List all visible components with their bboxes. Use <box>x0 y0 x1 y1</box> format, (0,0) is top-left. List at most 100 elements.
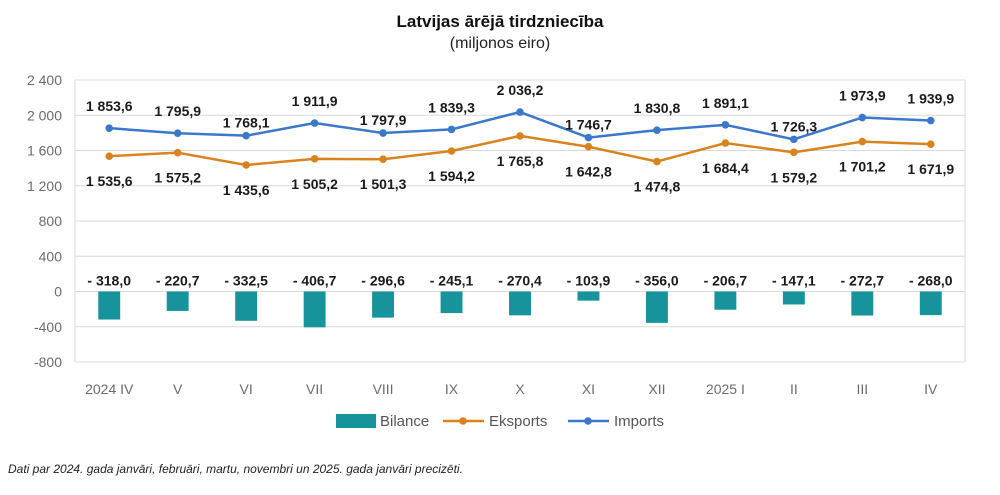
bar-bilance <box>782 291 805 305</box>
bar-bilance <box>440 291 463 314</box>
data-label-eksports: 1 594,2 <box>428 168 475 184</box>
imports-point <box>926 116 935 125</box>
y-tick-label: 0 <box>54 284 62 300</box>
imports-point <box>310 119 319 127</box>
eksports-point <box>721 139 730 147</box>
y-tick-label: 2 400 <box>27 72 62 88</box>
data-label-eksports: 1 765,8 <box>497 153 544 169</box>
x-tick-label: XI <box>582 381 595 397</box>
x-tick-label: IX <box>445 381 459 397</box>
eksports-point <box>310 155 319 163</box>
bar-bilance <box>372 291 395 318</box>
data-label-imports: 1 911,9 <box>292 93 338 109</box>
legend-label-bilance: Bilance <box>380 413 429 430</box>
eksports-point <box>584 142 593 151</box>
imports-point <box>447 125 456 134</box>
data-label-bilance: - 245,1 <box>430 273 474 289</box>
imports-point <box>721 121 730 129</box>
data-label-bilance: - 220,7 <box>156 273 200 289</box>
data-label-eksports: 1 701,2 <box>839 159 886 175</box>
data-label-imports: 1 726,3 <box>770 118 817 134</box>
imports-point <box>790 135 798 144</box>
x-tick-label: 2025 I <box>706 381 745 397</box>
imports-point <box>242 131 250 140</box>
x-tick-label: X <box>515 381 525 397</box>
data-label-imports: 1 830,8 <box>634 100 681 116</box>
x-tick-label: III <box>856 381 868 397</box>
data-label-eksports: 1 505,2 <box>291 176 338 192</box>
bar-bilance <box>851 291 874 316</box>
data-label-eksports: 1 535,6 <box>86 173 133 189</box>
data-label-bilance: - 147,1 <box>772 273 816 289</box>
data-label-bilance: - 318,0 <box>87 273 131 289</box>
data-label-imports: 1 973,9 <box>839 88 886 104</box>
data-label-bilance: - 406,7 <box>293 273 337 289</box>
data-label-bilance: - 332,5 <box>224 273 268 289</box>
data-label-eksports: 1 501,3 <box>360 176 407 192</box>
x-tick-label: 2024 IV <box>85 381 134 397</box>
imports-point <box>105 124 114 132</box>
bar-bilance <box>98 291 121 320</box>
x-tick-label: VI <box>240 381 253 397</box>
data-label-imports: 1 746,7 <box>565 117 612 133</box>
data-label-eksports: 1 671,9 <box>907 161 954 177</box>
x-tick-label: II <box>790 381 798 397</box>
imports-point <box>584 133 593 142</box>
data-label-eksports: 1 575,2 <box>154 170 201 186</box>
x-tick-label: XII <box>648 381 665 397</box>
data-label-bilance: - 356,0 <box>635 273 679 289</box>
data-label-bilance: - 296,6 <box>361 273 405 289</box>
bar-bilance <box>645 291 668 323</box>
bar-bilance <box>166 291 189 311</box>
data-label-imports: 1 839,3 <box>428 99 475 115</box>
legend-marker-imports <box>584 417 592 425</box>
eksports-point <box>653 157 661 166</box>
eksports-point <box>790 148 798 157</box>
x-tick-label: VII <box>306 381 323 397</box>
data-label-bilance: - 268,0 <box>909 273 953 289</box>
data-label-eksports: 1 579,2 <box>770 169 817 185</box>
eksports-point <box>858 137 867 146</box>
data-label-bilance: - 270,4 <box>498 273 542 289</box>
eksports-point <box>379 155 387 163</box>
bar-bilance <box>919 291 942 316</box>
chart-subtitle: (miljonos eiro) <box>449 35 551 52</box>
legend-swatch-bilance <box>336 414 376 428</box>
bar-bilance <box>509 291 531 316</box>
eksports-point <box>242 161 250 169</box>
data-label-eksports: 1 435,6 <box>223 182 270 198</box>
data-label-eksports: 1 474,8 <box>634 179 681 195</box>
x-tick-label: VIII <box>373 381 394 397</box>
imports-point <box>516 108 524 116</box>
y-tick-label: 2 000 <box>27 107 62 123</box>
imports-point <box>379 129 387 137</box>
y-tick-label: -400 <box>34 319 62 335</box>
legend-marker-eksports <box>459 417 467 425</box>
y-tick-label: 1 200 <box>27 178 62 194</box>
bar-bilance <box>714 291 737 310</box>
eksports-point <box>173 148 182 157</box>
chart-title: Latvijas ārējā tirdzniecība <box>396 12 604 31</box>
data-label-imports: 1 939,9 <box>907 91 954 107</box>
data-label-imports: 1 795,9 <box>154 103 201 119</box>
eksports-point <box>516 132 524 140</box>
legend-label-imports: Imports <box>614 413 664 430</box>
imports-point <box>173 129 182 138</box>
bar-bilance <box>235 291 258 321</box>
imports-point <box>858 113 867 122</box>
x-tick-label: IV <box>924 381 938 397</box>
legend-label-eksports: Eksports <box>489 413 547 430</box>
bar-bilance <box>577 291 600 301</box>
data-label-imports: 1 853,6 <box>86 98 133 114</box>
eksports-point <box>447 147 456 155</box>
imports-point <box>653 126 661 134</box>
eksports-point <box>926 140 935 148</box>
footnote: Dati par 2024. gada janvāri, februāri, m… <box>8 462 463 476</box>
eksports-point <box>105 152 114 160</box>
y-tick-label: 800 <box>39 213 63 229</box>
data-label-imports: 2 036,2 <box>497 82 544 98</box>
data-label-imports: 1 891,1 <box>702 95 749 111</box>
data-label-eksports: 1 642,8 <box>565 164 612 180</box>
y-tick-label: -800 <box>34 354 62 370</box>
data-label-imports: 1 797,9 <box>360 112 407 128</box>
